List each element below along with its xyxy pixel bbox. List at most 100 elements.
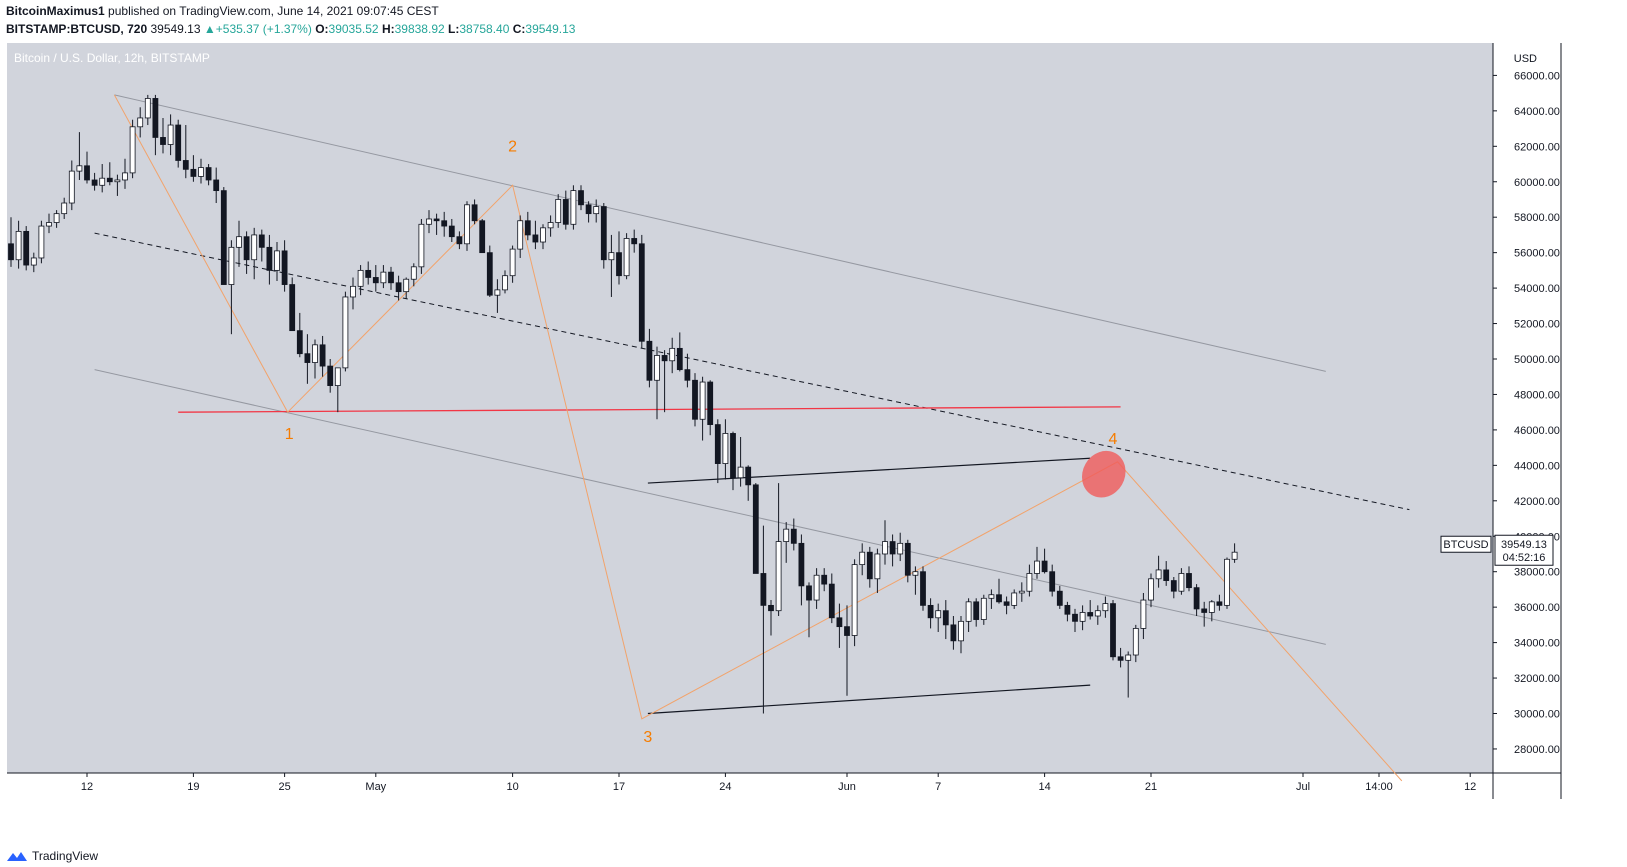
time-tick-label: 12: [81, 781, 93, 793]
candle-up: [464, 204, 470, 245]
candle-down: [486, 252, 493, 296]
candle-down: [836, 617, 843, 628]
candle-up: [965, 601, 972, 622]
candle-up: [144, 98, 151, 119]
candle-down: [1049, 571, 1056, 592]
candle-up: [623, 238, 630, 277]
close-label: C:: [512, 22, 526, 36]
footer-brand[interactable]: TradingView: [6, 849, 98, 863]
candle-up: [1231, 551, 1238, 560]
time-ticks: 12 19 25 May 10 17 24 Jun 7 14 21 Jul 14:00 12: [81, 773, 1476, 793]
open-label: O:: [315, 22, 329, 36]
candle-up: [1034, 560, 1040, 574]
candle-down: [213, 179, 220, 192]
candle-up: [380, 271, 387, 284]
change-up-icon: ▲: [203, 22, 216, 36]
channel-upper-line: [114, 94, 1326, 372]
candle-down: [395, 282, 402, 293]
time-tick-label: 25: [278, 781, 290, 793]
last-price: 39549.13: [150, 22, 201, 36]
currency-label: USD: [1514, 53, 1537, 65]
time-tick-label: 19: [187, 781, 199, 793]
candle-up: [426, 218, 432, 225]
candle-down: [532, 234, 539, 243]
candle-down: [616, 252, 622, 277]
candle-up: [1208, 601, 1215, 613]
candle-down: [1201, 608, 1208, 613]
candle-down: [182, 160, 189, 170]
candle-up: [251, 234, 258, 261]
candle-down: [471, 204, 478, 222]
price-ticks: 28000.00 30000.00 32000.00 34000.00 36000.00…: [1493, 70, 1560, 756]
candle-down: [821, 574, 828, 585]
candle-up: [236, 236, 242, 248]
candle-down: [1072, 613, 1078, 622]
price-tick-label: 44000.00: [1514, 460, 1560, 472]
candle-up: [509, 248, 516, 277]
candles-layer: [8, 94, 1238, 714]
time-axis[interactable]: [7, 773, 1561, 799]
candle-down: [996, 594, 1002, 603]
time-tick-label: 10: [506, 781, 518, 793]
symbol: BITSTAMP:BTCUSD, 720: [6, 22, 148, 36]
candle-up: [1178, 573, 1185, 592]
candle-up: [129, 126, 136, 174]
candle-down: [1216, 601, 1223, 606]
candle-up: [1102, 603, 1109, 612]
candle-up: [410, 266, 417, 280]
time-tick-label: Jun: [838, 781, 856, 793]
candle-down: [1193, 587, 1200, 610]
candle-down: [91, 179, 98, 186]
price-axis[interactable]: [1493, 43, 1561, 773]
candle-down: [1056, 590, 1063, 606]
candle-up: [334, 367, 341, 386]
candle-up: [988, 594, 995, 599]
candle-down: [1064, 604, 1071, 615]
price-tick-label: 42000.00: [1514, 496, 1560, 508]
candle-down: [23, 230, 30, 266]
candle-down: [190, 168, 197, 177]
candle-up: [851, 564, 858, 636]
author-name[interactable]: BitcoinMaximus1: [6, 4, 105, 18]
candle-down: [798, 542, 805, 587]
candle-down: [866, 551, 873, 580]
candle-down: [714, 424, 721, 464]
candle-up: [547, 222, 554, 229]
price-tick-label: 48000.00: [1514, 389, 1560, 401]
candle-down: [1110, 603, 1116, 658]
candle-up: [570, 190, 577, 225]
candle-down: [942, 610, 949, 626]
candle-down: [327, 365, 334, 386]
candle-down: [1003, 601, 1010, 606]
candle-up: [1125, 654, 1132, 661]
candle-up: [357, 269, 364, 287]
candle-down: [828, 583, 835, 619]
candle-down: [175, 124, 182, 161]
candle-down: [243, 236, 250, 261]
tradingview-logo-icon: [7, 852, 27, 861]
candle-down: [266, 246, 273, 271]
candle-up: [654, 355, 660, 381]
candle-up: [897, 542, 904, 555]
candle-up: [342, 296, 349, 369]
candle-down: [676, 347, 683, 371]
candle-down: [289, 284, 296, 332]
candle-up: [312, 344, 318, 363]
candle-down: [768, 604, 774, 612]
channel-mid-dashed-line: [94, 232, 1410, 511]
target-zone-ellipse: [1081, 450, 1126, 498]
candle-down: [388, 271, 394, 284]
candle-down: [790, 528, 797, 544]
candle-down: [973, 601, 980, 620]
plot-area[interactable]: [7, 43, 1493, 773]
candle-down: [752, 484, 759, 574]
candle-up: [418, 223, 425, 268]
candle-down: [433, 218, 440, 222]
candle-up: [1132, 628, 1139, 656]
candle-up: [859, 551, 866, 566]
time-tick-label: 7: [935, 781, 941, 793]
candle-up: [137, 117, 144, 128]
price-tick-label: 46000.00: [1514, 425, 1560, 437]
candle-up: [1011, 592, 1018, 606]
